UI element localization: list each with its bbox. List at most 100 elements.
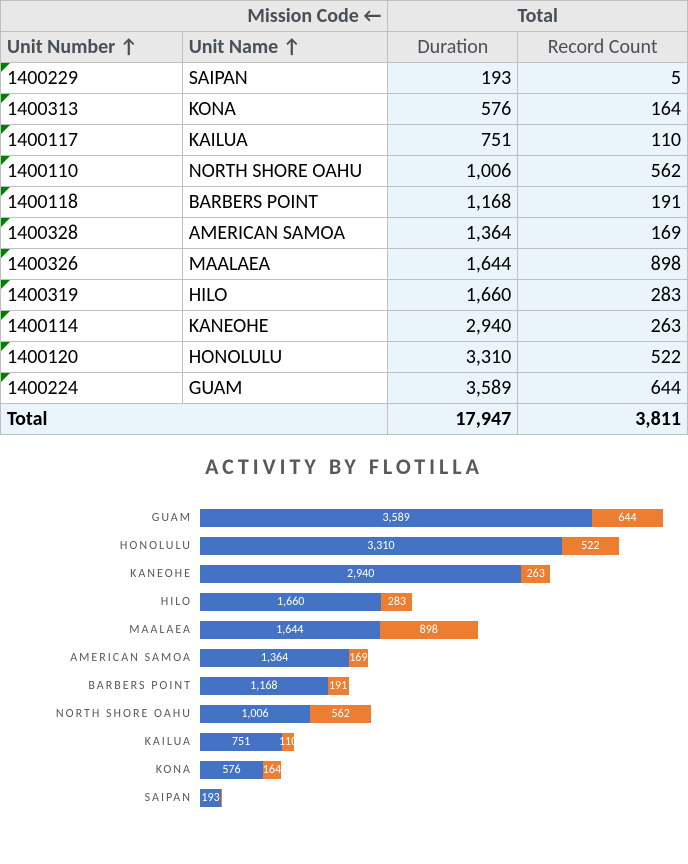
chart-bar-duration-value: 576 [222, 763, 240, 777]
chart-category-label: KAILUA [12, 735, 200, 749]
cell-duration[interactable]: 576 [388, 94, 518, 125]
collapse-arrow-icon[interactable]: ← [363, 4, 381, 28]
chart-bar-count-value: 644 [618, 511, 636, 525]
cell-record-count[interactable]: 5 [518, 63, 688, 94]
total-duration: 17,947 [455, 407, 511, 431]
cell-unit-number[interactable]: 1400326 [1, 249, 183, 280]
cell-unit-number[interactable]: 1400117 [1, 125, 183, 156]
table-total-row: Total 17,947 3,811 [1, 404, 688, 435]
table-row[interactable]: 1400328AMERICAN SAMOA1,364169 [1, 218, 688, 249]
chart-bar-group: 193 [200, 784, 676, 812]
sort-asc-icon[interactable]: ↑ [120, 35, 138, 59]
cell-unit-name[interactable]: MAALAEA [182, 249, 388, 280]
chart-bar-duration-value: 3,310 [367, 539, 394, 553]
header-mission-code[interactable]: Mission Code ← [1, 1, 388, 32]
cell-duration[interactable]: 2,940 [388, 311, 518, 342]
chart-category-label: BARBERS POINT [12, 679, 200, 693]
chart-bar-count-value: 164 [263, 763, 281, 777]
chart-category-label: MAALAEA [12, 623, 200, 637]
cell-duration[interactable]: 193 [388, 63, 518, 94]
table-row[interactable]: 1400120HONOLULU3,310522 [1, 342, 688, 373]
cell-unit-number[interactable]: 1400224 [1, 373, 183, 404]
cell-unit-name[interactable]: KAILUA [182, 125, 388, 156]
cell-unit-number[interactable]: 1400118 [1, 187, 183, 218]
chart-bar-group: 1,168191 [200, 672, 676, 700]
cell-unit-name[interactable]: GUAM [182, 373, 388, 404]
chart-bar-count: 164 [263, 761, 281, 779]
cell-unit-number[interactable]: 1400328 [1, 218, 183, 249]
table-row[interactable]: 1400313KONA576164 [1, 94, 688, 125]
table-row[interactable]: 1400224GUAM3,589644 [1, 373, 688, 404]
root: Mission Code ← Total Unit Number ↑ Unit … [0, 0, 688, 824]
table-row[interactable]: 1400118BARBERS POINT1,168191 [1, 187, 688, 218]
chart-category-label: HONOLULU [12, 539, 200, 553]
chart-bar-duration-value: 1,644 [276, 623, 303, 637]
chart-bar-count-value: 562 [332, 707, 350, 721]
chart-category-label: SAIPAN [12, 791, 200, 805]
cell-duration[interactable]: 751 [388, 125, 518, 156]
col-header-unit-number[interactable]: Unit Number ↑ [1, 32, 183, 63]
chart-bar-group: 751110 [200, 728, 676, 756]
total-duration-cell: 17,947 [388, 404, 518, 435]
table-row[interactable]: 1400114KANEOHE2,940263 [1, 311, 688, 342]
cell-record-count[interactable]: 169 [518, 218, 688, 249]
cell-record-count[interactable]: 562 [518, 156, 688, 187]
col-header-record-count[interactable]: Record Count [518, 32, 688, 63]
col-header-duration[interactable]: Duration [388, 32, 518, 63]
chart-bar-count: 283 [381, 593, 412, 611]
cell-record-count[interactable]: 898 [518, 249, 688, 280]
table-row[interactable]: 1400117KAILUA751110 [1, 125, 688, 156]
cell-duration[interactable]: 1,644 [388, 249, 518, 280]
chart-bar-duration-value: 1,006 [241, 707, 268, 721]
cell-unit-number[interactable]: 1400120 [1, 342, 183, 373]
cell-record-count[interactable]: 522 [518, 342, 688, 373]
cell-unit-name[interactable]: KONA [182, 94, 388, 125]
chart-bar-duration: 1,168 [200, 677, 328, 695]
chart-bar-duration: 1,660 [200, 593, 381, 611]
header-total: Total [388, 1, 688, 32]
cell-unit-number[interactable]: 1400110 [1, 156, 183, 187]
cell-unit-name[interactable]: BARBERS POINT [182, 187, 388, 218]
col-header-unit-name-label: Unit Name [189, 35, 279, 59]
cell-unit-number[interactable]: 1400229 [1, 63, 183, 94]
cell-unit-name[interactable]: HONOLULU [182, 342, 388, 373]
chart-bar-count: 191 [328, 677, 349, 695]
sort-asc-icon[interactable]: ↑ [283, 35, 301, 59]
chart-bar-duration: 2,940 [200, 565, 521, 583]
table-row[interactable]: 1400110NORTH SHORE OAHU1,006562 [1, 156, 688, 187]
chart-bar-count-value: 283 [388, 595, 406, 609]
cell-duration[interactable]: 3,310 [388, 342, 518, 373]
cell-duration[interactable]: 1,364 [388, 218, 518, 249]
cell-duration[interactable]: 1,168 [388, 187, 518, 218]
cell-record-count[interactable]: 263 [518, 311, 688, 342]
cell-unit-name[interactable]: HILO [182, 280, 388, 311]
cell-unit-number[interactable]: 1400114 [1, 311, 183, 342]
chart-bar-duration: 1,644 [200, 621, 380, 639]
cell-unit-number[interactable]: 1400313 [1, 94, 183, 125]
chart-bar-group: 3,310522 [200, 532, 676, 560]
cell-unit-name[interactable]: KANEOHE [182, 311, 388, 342]
cell-record-count[interactable]: 644 [518, 373, 688, 404]
total-label: Total [7, 407, 47, 431]
cell-record-count[interactable]: 283 [518, 280, 688, 311]
chart-bar-duration: 751 [200, 733, 282, 751]
chart-row: BARBERS POINT1,168191 [12, 672, 676, 700]
chart-bar-count: 644 [592, 509, 662, 527]
cell-unit-name[interactable]: NORTH SHORE OAHU [182, 156, 388, 187]
chart-row: MAALAEA1,644898 [12, 616, 676, 644]
cell-unit-name[interactable]: SAIPAN [182, 63, 388, 94]
cell-unit-name[interactable]: AMERICAN SAMOA [182, 218, 388, 249]
cell-duration[interactable]: 1,660 [388, 280, 518, 311]
table-row[interactable]: 1400319HILO1,660283 [1, 280, 688, 311]
table-row[interactable]: 1400326MAALAEA1,644898 [1, 249, 688, 280]
col-header-unit-name[interactable]: Unit Name ↑ [182, 32, 388, 63]
chart-bar-duration-value: 1,364 [261, 651, 288, 665]
cell-record-count[interactable]: 110 [518, 125, 688, 156]
cell-duration[interactable]: 3,589 [388, 373, 518, 404]
chart-category-label: NORTH SHORE OAHU [12, 707, 200, 721]
cell-duration[interactable]: 1,006 [388, 156, 518, 187]
cell-unit-number[interactable]: 1400319 [1, 280, 183, 311]
table-row[interactable]: 1400229SAIPAN1935 [1, 63, 688, 94]
cell-record-count[interactable]: 164 [518, 94, 688, 125]
cell-record-count[interactable]: 191 [518, 187, 688, 218]
